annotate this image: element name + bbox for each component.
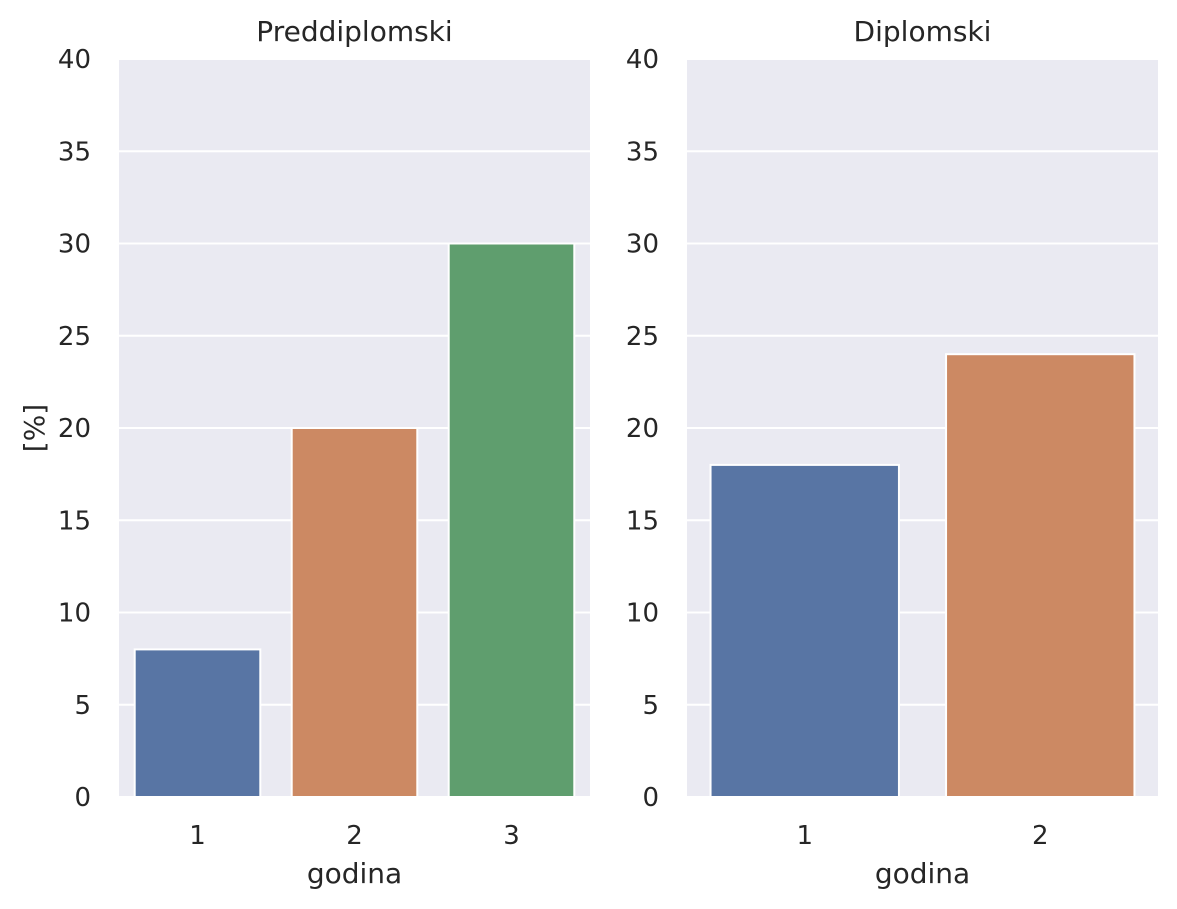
bar-3 [447, 242, 576, 798]
bar-2 [945, 353, 1136, 798]
y-tick-label: 20 [626, 414, 659, 444]
y-tick-label: 10 [626, 599, 659, 629]
y-tick-label: 5 [74, 691, 91, 721]
y-tick-label: 40 [626, 45, 659, 75]
y-tick-label: 15 [626, 506, 659, 536]
y-tick-label: 15 [58, 506, 91, 536]
bar-1 [709, 463, 900, 798]
chart-title: Diplomski [854, 15, 992, 48]
chart-panel-1: 0 5 10 15 20 25 30 35 40 1 2 3 Preddiplomski godina [%… [18, 15, 590, 890]
x-tick-label: 1 [796, 821, 813, 851]
y-tick-label: 35 [626, 137, 659, 167]
y-tick-label: 30 [58, 230, 91, 260]
y-tick-label: 20 [58, 414, 91, 444]
y-tick-label: 40 [58, 45, 91, 75]
chart-panel-2: 0 5 10 15 20 25 30 35 40 1 2 Diplomski godina [626, 15, 1158, 890]
x-axis-label: godina [307, 857, 402, 890]
x-tick-label: 3 [503, 821, 520, 851]
y-tick-label: 35 [58, 137, 91, 167]
y-axis-label: [%] [18, 404, 51, 452]
bar-2 [290, 427, 419, 798]
y-tick-label: 0 [642, 783, 659, 813]
x-axis-label: godina [875, 857, 970, 890]
y-tick-label: 10 [58, 599, 91, 629]
x-tick-label: 2 [1032, 821, 1049, 851]
y-tick-label: 25 [626, 322, 659, 352]
bar-1 [133, 648, 262, 799]
y-tick-label: 25 [58, 322, 91, 352]
x-tick-label: 2 [346, 821, 363, 851]
y-tick-label: 5 [642, 691, 659, 721]
x-tick-label: 1 [189, 821, 206, 851]
chart-title: Preddiplomski [256, 15, 452, 48]
y-tick-label: 0 [74, 783, 91, 813]
y-tick-label: 30 [626, 230, 659, 260]
